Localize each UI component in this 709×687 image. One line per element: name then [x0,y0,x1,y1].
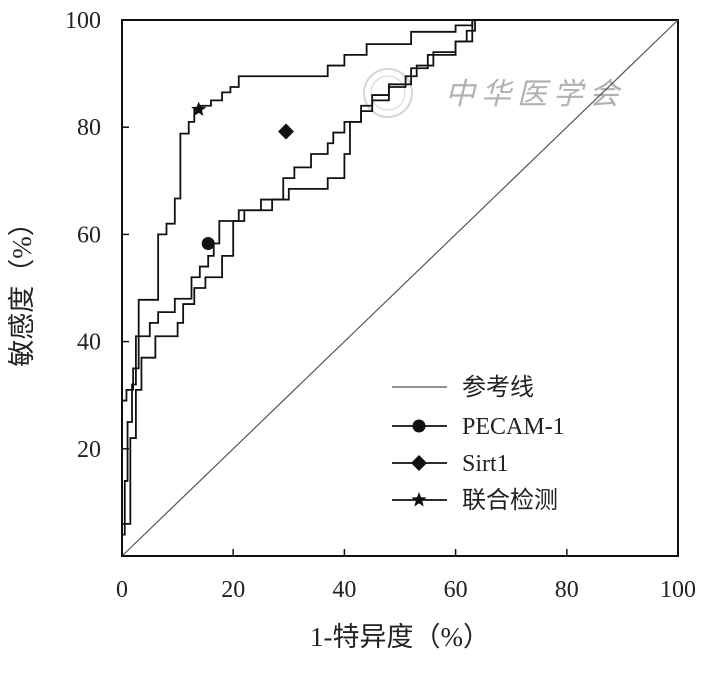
x-tick-label: 80 [555,577,579,603]
watermark: 中华医学会 [363,68,625,118]
legend-marker-sirt1 [411,455,427,471]
y-tick-label: 80 [77,115,101,141]
x-tick-label: 0 [116,577,128,603]
y-tick-label: 100 [65,8,101,34]
series-line-sirt1 [121,19,506,556]
legend-label-series-0: 参考线 [462,374,534,401]
x-axis-title: 1-特异度（%） [310,622,490,652]
series-marker-series-3 [191,101,207,116]
legend-label-sirt1: Sirt1 [462,451,509,477]
legend-label-series-3: 联合检测 [462,487,558,514]
series-line-series-0 [121,19,679,557]
y-tick-label: 40 [77,330,101,356]
legend-marker-series-3 [411,492,427,507]
x-tick-label: 100 [660,577,696,603]
y-tick-label: 20 [77,437,101,463]
y-axis-title: 敏感度（%） [7,209,37,367]
legend-marker-pecam-1 [412,419,426,433]
plot-frame [121,19,679,557]
series-marker-sirt1 [278,123,295,140]
x-tick-label: 40 [332,577,356,603]
y-tick-label: 60 [77,222,101,248]
legend-label-pecam-1: PECAM-1 [462,414,565,440]
watermark-seal-inner [370,75,406,111]
x-tick-label: 60 [444,577,468,603]
x-tick-label: 20 [221,577,245,603]
watermark-seal [363,68,413,118]
watermark-text: 中华医学会 [445,78,625,111]
series-marker-pecam-1 [201,237,215,251]
